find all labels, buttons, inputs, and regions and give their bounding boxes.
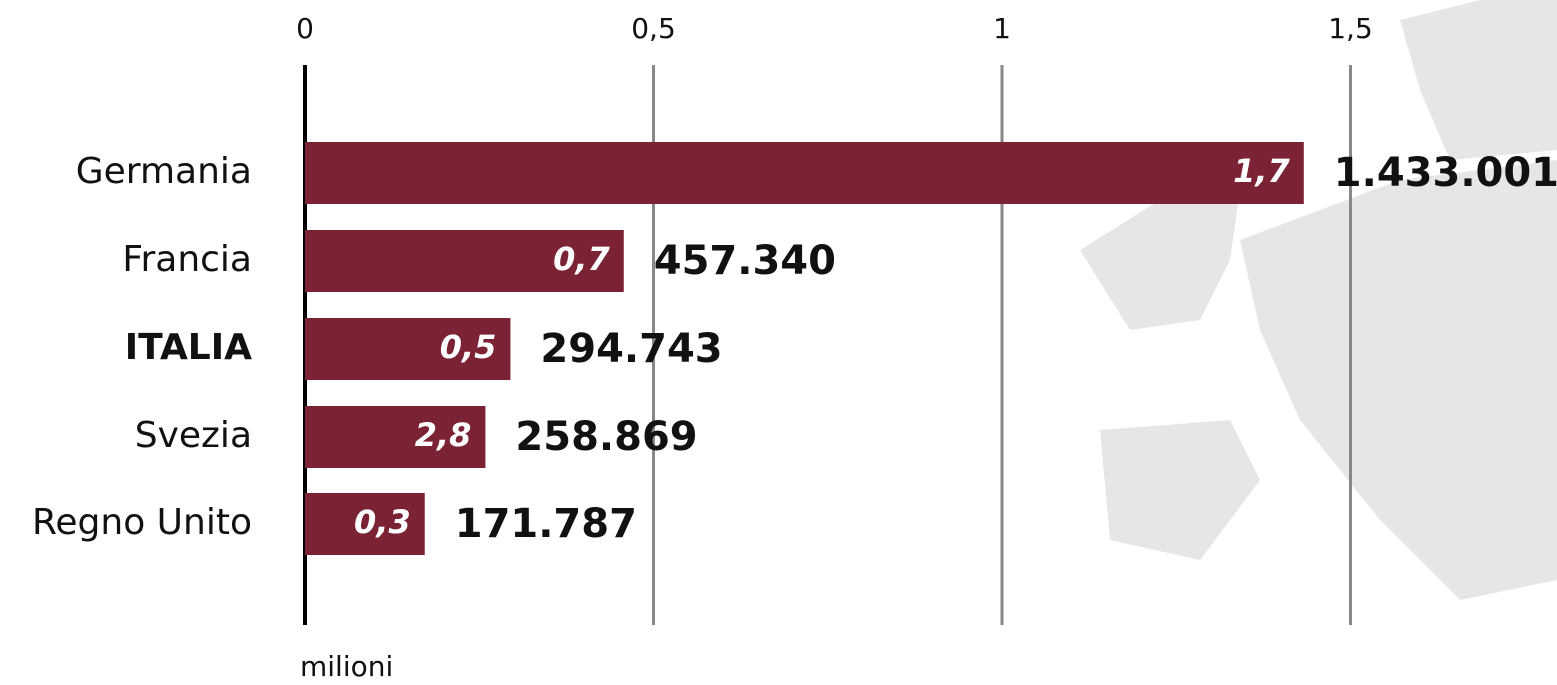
bar [305, 318, 511, 380]
category-label: Svezia [135, 415, 252, 456]
inner-label: 0,3 [354, 503, 411, 541]
x-tick-label: 0 [296, 12, 314, 45]
inner-label: 0,5 [440, 328, 497, 366]
category-label: Francia [122, 239, 252, 280]
inner-label: 1,7 [1233, 152, 1290, 190]
bar [305, 493, 425, 555]
bar [305, 142, 1304, 204]
bar [305, 230, 624, 292]
x-axis-label: milioni [300, 650, 393, 683]
map-background [1080, 0, 1557, 600]
category-label: Regno Unito [32, 502, 252, 543]
value-label: 294.743 [540, 326, 722, 372]
x-tick-label: 0,5 [631, 12, 676, 45]
category-label: Germania [76, 151, 252, 192]
x-tick-label: 1,5 [1328, 12, 1373, 45]
value-label: 1.433.001 [1334, 150, 1557, 196]
inner-label: 2,8 [415, 416, 472, 454]
value-label: 258.869 [515, 414, 697, 460]
bar [305, 406, 486, 468]
inner-label: 0,7 [553, 240, 610, 278]
value-label: 171.787 [455, 501, 637, 547]
value-label: 457.340 [654, 238, 836, 284]
category-label: ITALIA [125, 327, 252, 368]
x-tick-label: 1 [993, 12, 1011, 45]
